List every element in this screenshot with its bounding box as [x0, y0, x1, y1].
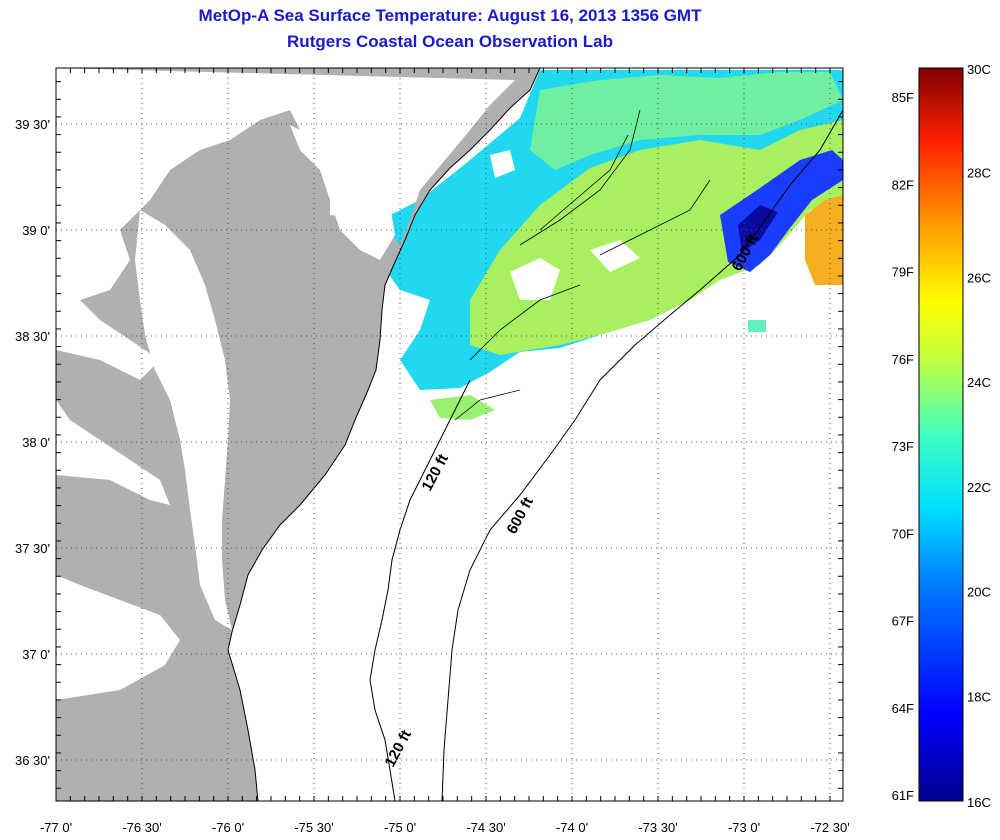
lon-tick-label: -76 30': [122, 820, 161, 835]
lon-tick-label: -77 0': [40, 820, 72, 835]
lat-tick-label: 38 0': [22, 435, 50, 450]
colorbar-fahrenheit-label: 67F: [892, 614, 914, 629]
colorbar-celsius-labels: 30C 28C 26C 24C 22C 20C 18C 16C: [967, 62, 991, 810]
colorbar-celsius-label: 18C: [967, 689, 991, 704]
lon-tick-label: -75 30': [294, 820, 333, 835]
lat-tick-label: 39 30': [15, 117, 50, 132]
colorbar-fahrenheit-label: 79F: [892, 265, 914, 280]
cloud-gap: [490, 150, 515, 178]
coastline: [227, 68, 541, 801]
colorbar: [918, 67, 964, 802]
sst-field-mid: [530, 72, 843, 170]
cloud-gap: [510, 258, 560, 300]
longitude-labels: -77 0' -76 30' -76 0' -75 30' -75 0' -74 30' -…: [40, 820, 850, 835]
graticule: [56, 68, 843, 801]
bathymetry-600ft-contour: [441, 109, 843, 801]
lon-tick-label: -73 30': [638, 820, 677, 835]
bathymetry-shelf-contours: [454, 109, 711, 421]
colorbar-celsius-label: 20C: [967, 585, 991, 600]
map-subtitle: Rutgers Coastal Ocean Observation Lab: [287, 32, 613, 51]
lat-tick-label: 36 30': [15, 753, 50, 768]
lon-tick-label: -74 30': [466, 820, 505, 835]
sst-field-east-patch: [748, 320, 766, 332]
colorbar-celsius-label: 26C: [967, 270, 991, 285]
colorbar-celsius-label: 22C: [967, 480, 991, 495]
sst-field-warm-offshore: [470, 120, 843, 355]
colorbar-fahrenheit-labels: 85F 82F 79F 76F 73F 70F 67F 64F 61F: [892, 90, 914, 803]
cloud-gap: [590, 240, 640, 272]
colorbar-fahrenheit-label: 64F: [892, 701, 914, 716]
colorbar-celsius-label: 28C: [967, 166, 991, 181]
sst-field-deep-cold: [738, 205, 778, 252]
chesapeake-bay: [135, 210, 232, 630]
lon-tick-label: -76 0': [212, 820, 244, 835]
lat-tick-label: 38 30': [15, 329, 50, 344]
map-title: MetOp-A Sea Surface Temperature: August …: [198, 6, 702, 25]
colorbar-celsius-label: 16C: [967, 795, 991, 810]
frame-ticks: [55, 68, 843, 801]
colorbar-fahrenheit-label: 70F: [892, 526, 914, 541]
sst-field-shelf-break-warm: [805, 195, 843, 285]
colorbar-fahrenheit-label: 85F: [892, 90, 914, 105]
lat-tick-label: 39 0': [22, 223, 50, 238]
colorbar-fahrenheit-label: 61F: [892, 788, 914, 803]
lat-tick-label: 37 30': [15, 541, 50, 556]
lat-tick-label: 37 0': [22, 647, 50, 662]
lon-tick-label: -73 0': [728, 820, 760, 835]
colorbar-fahrenheit-label: 73F: [892, 439, 914, 454]
colorbar-celsius-label: 24C: [967, 375, 991, 390]
delaware-bay: [290, 125, 395, 260]
lon-tick-label: -72 30': [810, 820, 849, 835]
colorbar-fahrenheit-label: 76F: [892, 352, 914, 367]
colorbar-celsius-label: 30C: [967, 62, 991, 77]
map-area: [56, 68, 843, 801]
bathymetry-120ft-contour: [369, 379, 471, 801]
lon-tick-label: -75 0': [384, 820, 416, 835]
latitude-labels: 39 30' 39 0' 38 30' 38 0' 37 30' 37 0' 36 30': [15, 117, 50, 768]
colorbar-fahrenheit-label: 82F: [892, 177, 914, 192]
lon-tick-label: -74 0': [556, 820, 588, 835]
